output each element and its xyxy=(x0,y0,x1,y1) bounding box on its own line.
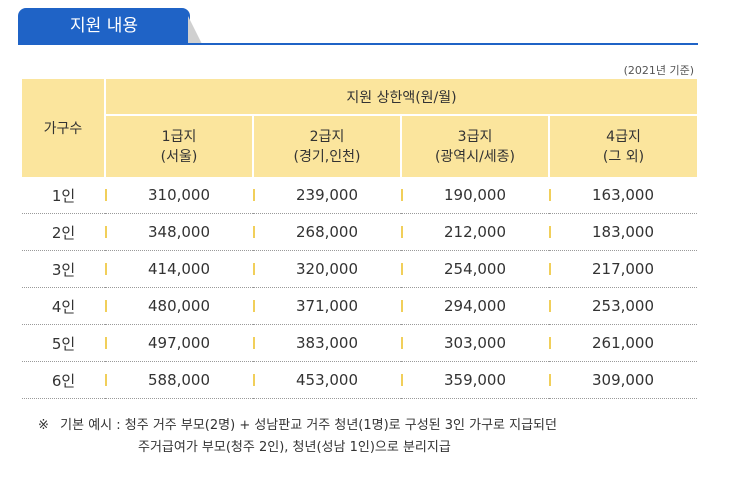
grade-header: 4급지 (그 외) xyxy=(549,115,697,177)
family-header: 가구수 xyxy=(22,79,106,177)
grade-region: (광역시/세종) xyxy=(434,148,516,165)
amount-cell: 309,000 xyxy=(549,361,697,399)
grade-name: 4급지 xyxy=(606,128,641,145)
amount-cell: 371,000 xyxy=(253,287,401,325)
section-divider xyxy=(18,43,698,45)
example-note: ※ 기본 예시 : 청주 거주 부모(2명) + 성남판교 거주 청년(1명)로… xyxy=(38,415,557,459)
note-line-1: 청주 거주 부모(2명) + 성남판교 거주 청년(1명)로 구성된 3인 가구… xyxy=(124,418,557,433)
family-cell: 2인 xyxy=(22,213,105,251)
amount-cell: 453,000 xyxy=(253,361,401,399)
amount-cell: 239,000 xyxy=(253,177,401,214)
amount-cell: 217,000 xyxy=(549,250,697,288)
amount-cell: 480,000 xyxy=(105,287,253,325)
amount-cell: 383,000 xyxy=(253,324,401,362)
amount-cell: 310,000 xyxy=(105,177,253,214)
grade-name: 1급지 xyxy=(161,128,197,145)
grade-name: 3급지 xyxy=(457,128,493,145)
amount-cell: 359,000 xyxy=(401,361,549,399)
section-tab: 지원 내용 xyxy=(18,8,190,44)
grade-header: 3급지 (광역시/세종) xyxy=(401,115,550,177)
amount-cell: 588,000 xyxy=(105,361,253,399)
table-row: 3인 414,000 320,000 254,000 217,000 xyxy=(22,250,697,288)
family-cell: 5인 xyxy=(22,324,105,362)
amount-cell: 497,000 xyxy=(105,324,253,362)
amount-cell: 303,000 xyxy=(401,324,549,362)
amount-cell: 190,000 xyxy=(401,177,549,214)
amount-cell: 163,000 xyxy=(549,177,697,214)
family-cell: 3인 xyxy=(22,250,105,288)
family-cell: 6인 xyxy=(22,361,105,399)
amount-cell: 212,000 xyxy=(401,213,549,251)
amount-cell: 261,000 xyxy=(549,324,697,362)
note-line-2: 주거급여가 부모(청주 2인), 청년(성남 1인)으로 분리지급 xyxy=(138,440,451,455)
amount-cell: 414,000 xyxy=(105,250,253,288)
grade-header: 2급지 (경기,인천) xyxy=(253,115,402,177)
limit-header: 지원 상한액(원/월) xyxy=(105,79,697,116)
table-row: 6인 588,000 453,000 359,000 309,000 xyxy=(22,361,697,399)
note-mark: ※ xyxy=(38,418,49,433)
table-row: 4인 480,000 371,000 294,000 253,000 xyxy=(22,287,697,325)
grade-region: (경기,인천) xyxy=(293,148,361,165)
amount-cell: 268,000 xyxy=(253,213,401,251)
basis-note: (2021년 기준) xyxy=(623,64,694,77)
section-tab-tail xyxy=(188,16,202,44)
grade-header: 1급지 (서울) xyxy=(105,115,254,177)
amount-cell: 320,000 xyxy=(253,250,401,288)
support-table: 가구수 지원 상한액(원/월) 1급지 (서울) 2급지 (경기,인천) 3급지… xyxy=(22,79,697,399)
grade-region: (그 외) xyxy=(602,148,645,165)
amount-cell: 294,000 xyxy=(401,287,549,325)
grade-name: 2급지 xyxy=(309,128,345,145)
table-row: 2인 348,000 268,000 212,000 183,000 xyxy=(22,213,697,251)
table-row: 1인 310,000 239,000 190,000 163,000 xyxy=(22,177,697,214)
family-cell: 1인 xyxy=(22,177,105,214)
amount-cell: 348,000 xyxy=(105,213,253,251)
amount-cell: 183,000 xyxy=(549,213,697,251)
note-label: 기본 예시 : xyxy=(60,418,121,433)
table-row: 5인 497,000 383,000 303,000 261,000 xyxy=(22,324,697,362)
amount-cell: 254,000 xyxy=(401,250,549,288)
grade-region: (서울) xyxy=(160,148,198,165)
family-cell: 4인 xyxy=(22,287,105,325)
amount-cell: 253,000 xyxy=(549,287,697,325)
